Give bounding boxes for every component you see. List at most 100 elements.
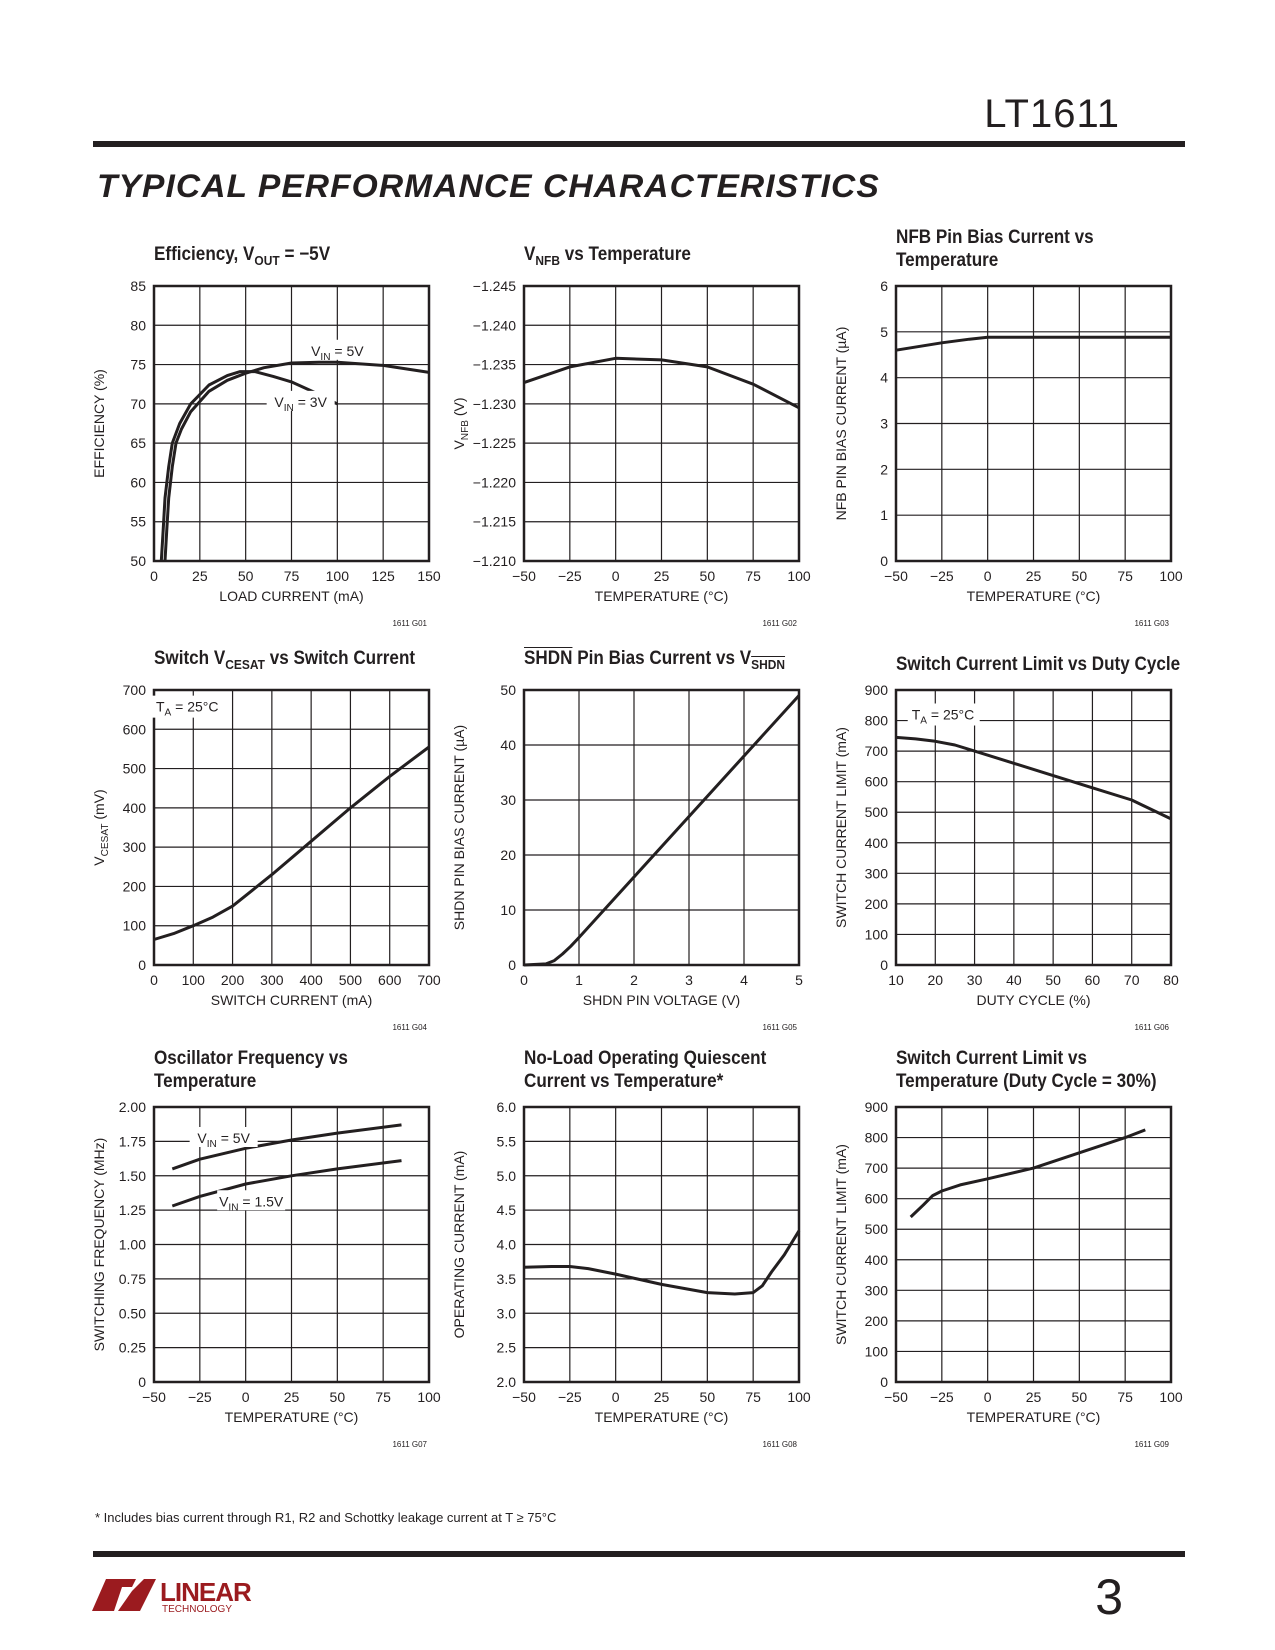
page-number: 3	[1095, 1569, 1123, 1625]
x-tick-label: 50	[700, 1389, 716, 1405]
x-tick-label: −50	[884, 1389, 908, 1405]
text-segment: Oscillator Frequency vs	[154, 1048, 348, 1069]
y-tick-label: 2.00	[119, 1099, 146, 1115]
x-axis-label: DUTY CYCLE (%)	[976, 992, 1090, 1008]
text-segment: IN	[284, 403, 294, 414]
y-tick-label: 70	[130, 396, 146, 412]
part-number: LT1611	[984, 92, 1120, 136]
x-tick-label: 60	[1085, 972, 1101, 988]
chart-6: Switch Current Limit vs Duty Cycle 10 20 30…	[833, 654, 1180, 1032]
y-tick-label: 400	[865, 835, 889, 851]
x-tick-label: 75	[284, 568, 300, 584]
plot-area: 10 20 30 40 50 60 70 80010020030040050060070080…	[833, 682, 1179, 1032]
label-background	[907, 703, 980, 726]
chart-2: VNFB vs Temperature −50 −25 0 25 50 75 100 −1.21…	[451, 244, 811, 628]
x-tick-label: −25	[930, 568, 954, 584]
x-tick-label: 600	[378, 972, 402, 988]
x-tick-label: 50	[238, 568, 254, 584]
plot-area: −50 −25 0 25 50 75 100 0 1 2 3 4 5 6 TEMPERATURE (°C) N…	[833, 278, 1183, 628]
x-axis-label: SHDN PIN VOLTAGE (V)	[583, 992, 740, 1008]
text-segment: OUT	[254, 253, 280, 268]
chart-4: Switch VCESAT vs Switch Current 0 100 200 30…	[91, 648, 441, 1032]
x-tick-label: 70	[1124, 972, 1140, 988]
x-axis-label: SWITCH CURRENT (mA)	[211, 992, 373, 1008]
plot-area: −50 −25 0 25 50 75 100 −1.210 −1.215 −1.220 −1.225…	[451, 278, 811, 628]
text-segment: = 5V	[217, 1130, 251, 1146]
y-tick-label: 0.75	[119, 1271, 146, 1287]
y-tick-label: 75	[130, 357, 146, 373]
text-segment: V	[197, 1130, 207, 1146]
y-tick-label: 4	[880, 370, 888, 386]
x-tick-label: 0	[242, 1389, 250, 1405]
x-tick-label: −25	[930, 1389, 954, 1405]
y-tick-label: 60	[130, 474, 146, 490]
label-background	[266, 390, 335, 411]
y-tick-label: 10	[500, 902, 516, 918]
chart-title: Switch VCESAT vs Switch Current	[154, 647, 415, 676]
x-tick-label: 25	[284, 1389, 300, 1405]
y-tick-label: 500	[123, 761, 147, 777]
x-tick-label: 50	[1072, 568, 1088, 584]
series-line	[523, 1230, 801, 1296]
y-tick-label: 800	[865, 1130, 889, 1146]
x-tick-label: 50	[700, 568, 716, 584]
x-axis-label: TEMPERATURE (°C)	[595, 588, 729, 604]
text-segment: (mV)	[91, 789, 107, 823]
y-tick-label: 30	[500, 792, 516, 808]
x-tick-label: 100	[417, 1389, 441, 1405]
y-tick-label: 400	[865, 1252, 889, 1268]
text-segment: V	[524, 244, 536, 266]
y-axis-label: VCESAT (mV)	[91, 789, 111, 865]
linear-technology-logo: LINEAR TECHNOLOGY	[92, 1575, 262, 1620]
series-line	[523, 694, 801, 967]
x-tick-label: 2	[630, 972, 638, 988]
y-tick-label: 50	[130, 553, 146, 569]
figure-code: 1611 G02	[762, 619, 797, 628]
series-label: VIN = 1.5V	[219, 1193, 284, 1213]
plot-frame	[152, 1105, 431, 1384]
y-tick-label: 700	[123, 682, 147, 698]
text-segment: Efficiency, V	[154, 244, 255, 266]
text-segment: V	[451, 440, 467, 450]
header-rule	[93, 141, 1185, 147]
text-segment: V	[311, 343, 321, 359]
y-tick-label: −1.215	[473, 514, 516, 530]
y-axis-label: SWITCHING FREQUENCY (MHz)	[91, 1138, 107, 1352]
y-tick-label: 2.5	[497, 1340, 517, 1356]
x-tick-label: 0	[612, 1389, 620, 1405]
x-tick-label: 25	[192, 568, 208, 584]
x-tick-label: 5	[795, 972, 803, 988]
x-tick-label: −25	[558, 1389, 582, 1405]
x-tick-label: 100	[1159, 1389, 1183, 1405]
text-segment: = 25°C	[171, 699, 218, 715]
x-axis-label: TEMPERATURE (°C)	[967, 588, 1101, 604]
x-tick-label: 1	[575, 972, 583, 988]
x-tick-label: −25	[558, 568, 582, 584]
text-segment: T	[912, 707, 921, 723]
y-tick-label: −1.245	[473, 278, 516, 294]
y-tick-label: 1.50	[119, 1168, 146, 1184]
text-segment: NFB	[460, 420, 471, 440]
series-line	[163, 360, 430, 562]
svg-text:LINEAR: LINEAR	[160, 1577, 252, 1607]
x-tick-label: 150	[417, 568, 441, 584]
y-tick-label: 400	[123, 800, 147, 816]
figure-code: 1611 G09	[1134, 1440, 1169, 1449]
text-segment: V	[91, 856, 107, 866]
text-segment: Switch Current Limit vs	[896, 1048, 1087, 1069]
series-label: VIN = 5V	[311, 343, 364, 363]
text-segment: No-Load Operating Quiescent	[524, 1048, 767, 1069]
plot-area: 0 25 50 75 100 125 150 50 55 60 65 70 75 80 85 LOAD CUR…	[91, 278, 441, 628]
x-tick-label: 25	[1026, 568, 1042, 584]
plot-frame	[894, 1105, 1173, 1384]
y-axis-label: OPERATING CURRENT (mA)	[451, 1151, 467, 1339]
x-tick-label: 0	[520, 972, 528, 988]
y-tick-label: 0	[880, 957, 888, 973]
y-tick-label: 300	[865, 1282, 889, 1298]
text-segment: Current vs Temperature*	[524, 1071, 724, 1092]
y-tick-label: 100	[865, 1343, 889, 1359]
x-tick-label: 50	[330, 1389, 346, 1405]
y-axis-label: SWITCH CURRENT LIMIT (mA)	[833, 1144, 849, 1345]
y-tick-label: 0	[508, 957, 516, 973]
